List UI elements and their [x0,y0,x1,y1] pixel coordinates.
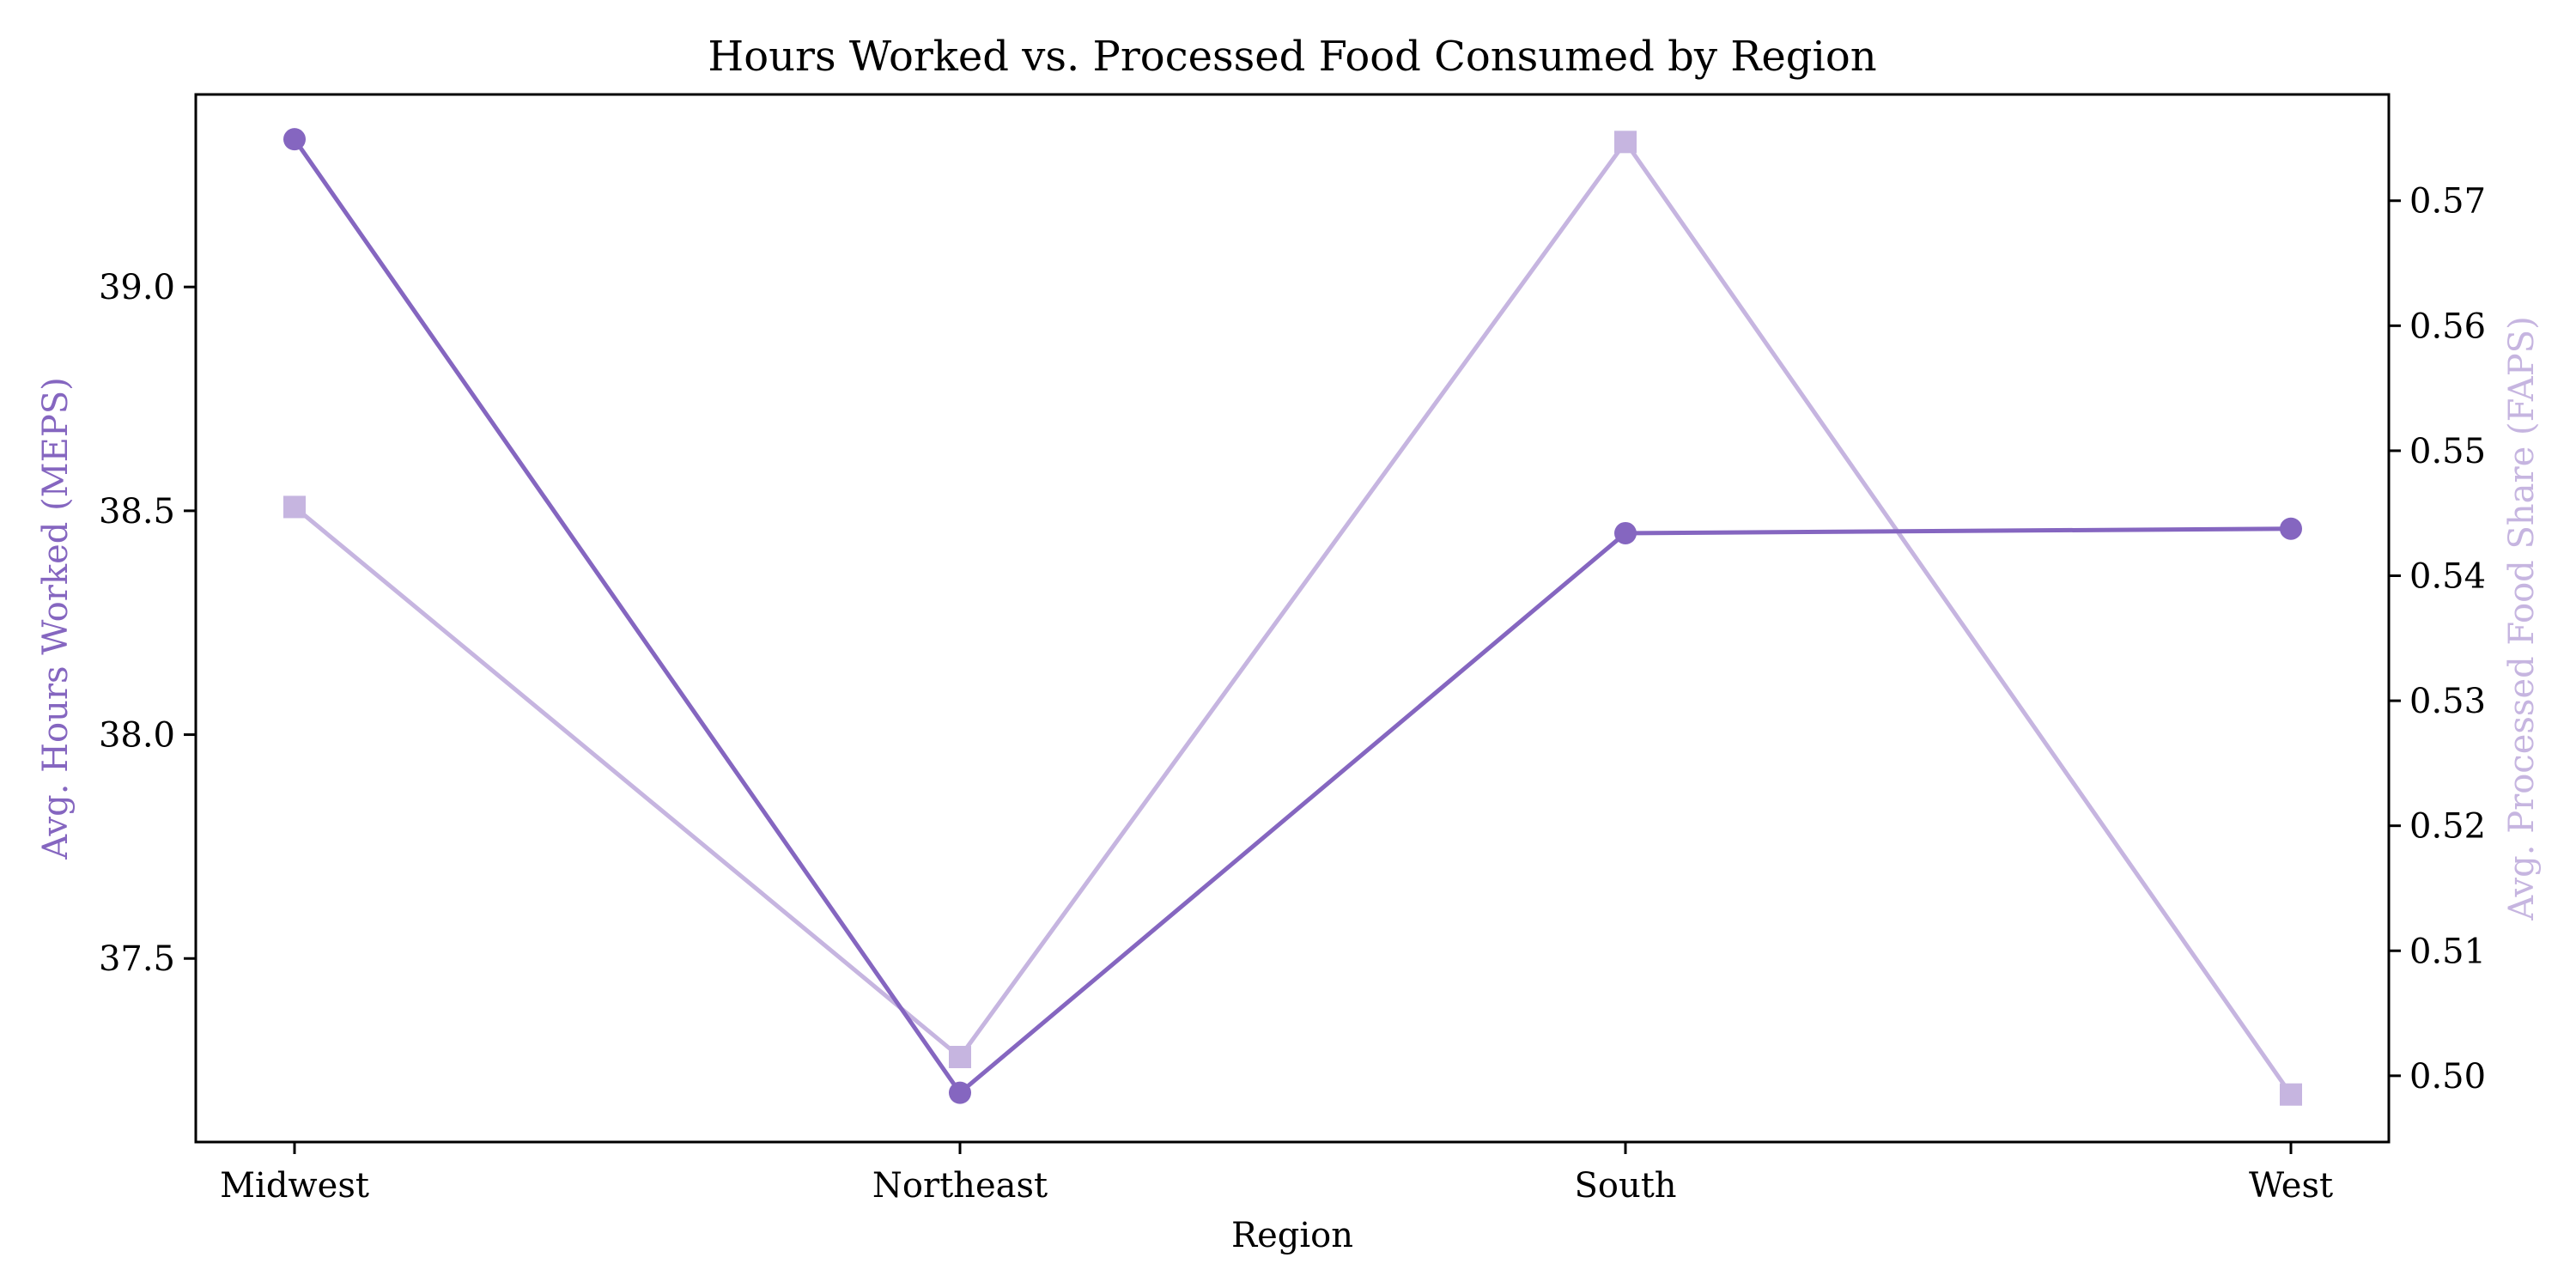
series-layer [283,128,2302,1106]
right-y-axis-title: Avg. Processed Food Share (FAPS) [2502,316,2542,920]
right-tick-label: 0.50 [2409,1057,2486,1097]
right-axis-ticks: 0.50 0.51 0.52 0.53 0.54 0.55 0.56 0.57 [2389,182,2486,1097]
x-tick-label: Northeast [872,1166,1048,1206]
right-tick-label: 0.54 [2409,557,2486,597]
left-series-point [949,1081,971,1104]
x-axis-title: Region [1231,1216,1353,1255]
x-tick-label: West [2249,1166,2333,1206]
left-axis-ticks: 37.5 38.0 38.5 39.0 [99,268,196,979]
right-series-point [2280,1083,2302,1106]
right-series-point [1614,131,1637,154]
chart-title: Hours Worked vs. Processed Food Consumed… [708,33,1876,81]
right-tick-label: 0.56 [2409,307,2486,346]
left-tick-label: 39.0 [99,268,175,307]
right-tick-label: 0.51 [2409,932,2486,971]
right-series-line [293,139,2293,1097]
left-tick-label: 38.0 [99,716,175,756]
right-tick-label: 0.53 [2409,682,2486,721]
left-series-point [2280,517,2302,540]
right-series-point [283,495,306,519]
x-tick-label: Midwest [220,1166,369,1206]
right-series-point [949,1046,971,1069]
x-tick-label: South [1574,1166,1676,1206]
left-tick-label: 37.5 [99,939,175,979]
left-series-line [292,137,2292,1096]
x-axis-ticks: Midwest Northeast South West [220,1142,2333,1206]
left-series-point [283,128,306,151]
left-tick-label: 38.5 [99,492,175,532]
right-tick-label: 0.57 [2409,182,2486,222]
right-tick-label: 0.52 [2409,807,2486,847]
right-tick-label: 0.55 [2409,432,2486,471]
plot-area-frame [194,93,2391,1144]
left-y-axis-title: Avg. Hours Worked (MEPS) [36,377,76,860]
left-series-point [1614,521,1637,544]
